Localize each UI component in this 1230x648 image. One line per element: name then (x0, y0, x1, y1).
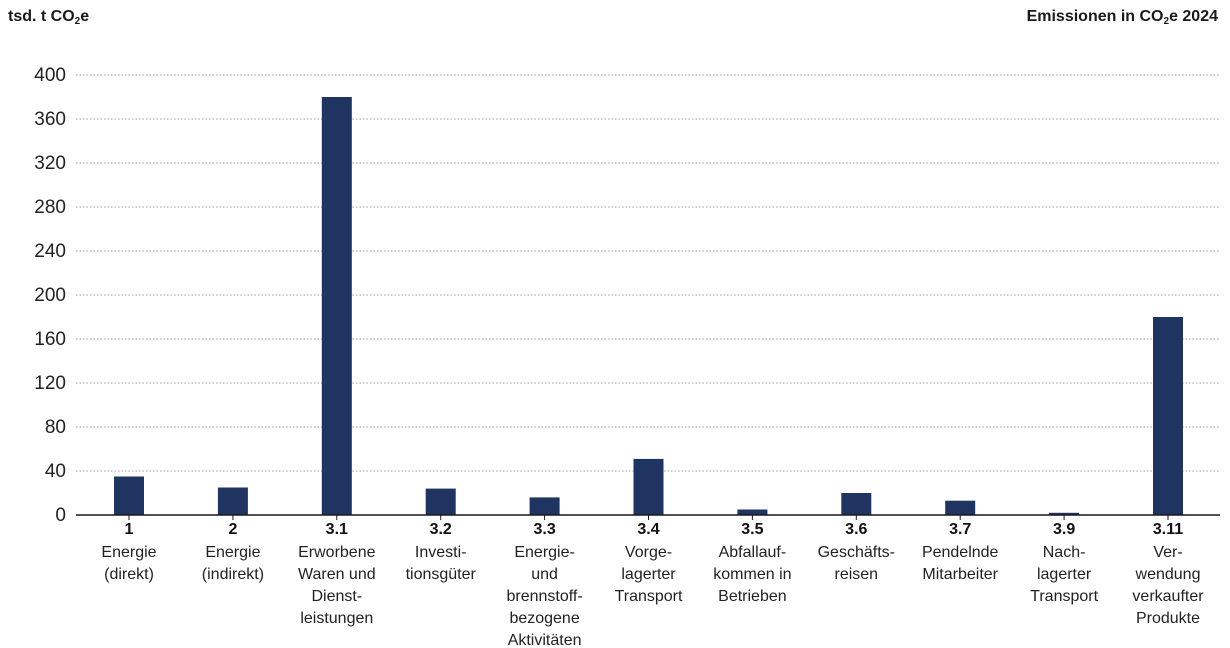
bar (425, 488, 456, 515)
bar (633, 458, 664, 515)
category-label-line: Nach- (1043, 544, 1086, 561)
y-unit-label: tsd. t CO2e (8, 8, 90, 27)
y-tick-label: 80 (45, 417, 66, 438)
chart-title: Emissionen in CO2e 2024 (1026, 8, 1218, 27)
category-code: 3.4 (637, 521, 659, 538)
category-label-line: kommen in (713, 566, 791, 583)
y-tick-label: 360 (34, 109, 66, 130)
category-label-line: Energie- (514, 544, 574, 561)
bar (1049, 512, 1080, 515)
category-code: 3.9 (1053, 521, 1075, 538)
y-tick-label: 120 (34, 373, 66, 394)
category-label-line: lagerter (1037, 566, 1092, 583)
category-label-line: Vorge- (625, 544, 672, 561)
bars (114, 97, 1183, 515)
category-label-line: Aktivitäten (508, 632, 582, 648)
bar (945, 500, 976, 515)
category-label-line: verkaufter (1132, 588, 1204, 605)
category-label-line: Mitarbeiter (922, 566, 998, 583)
category-code: 3.1 (326, 521, 348, 538)
category-label-line: Transport (615, 588, 683, 605)
category-code: 2 (228, 521, 237, 538)
gridlines (76, 74, 1220, 472)
category-label-line: Geschäfts- (818, 544, 895, 561)
y-tick-label: 400 (34, 65, 66, 86)
category-label-line: leistungen (300, 610, 373, 627)
category-label-line: reisen (835, 566, 879, 583)
bar (321, 97, 352, 515)
category-label-line: Pendelnde (922, 544, 999, 561)
y-tick-label: 200 (34, 285, 66, 306)
category-label-line: Betrieben (718, 588, 787, 605)
category-label-line: wendung (1135, 566, 1201, 583)
x-axis-labels: 1 Energie (direkt) 2 Energie (indirekt) 3.1 Erw… (101, 515, 1204, 648)
category-label-line: Waren und (298, 566, 376, 583)
category-code: 3.11 (1153, 521, 1183, 538)
category-label-line: Transport (1030, 588, 1098, 605)
category-code: 3.2 (430, 521, 452, 538)
y-tick-label: 320 (34, 153, 66, 174)
bar (1153, 317, 1183, 515)
bar (217, 487, 248, 515)
y-tick-label: 240 (34, 241, 66, 262)
y-tick-label: 0 (55, 505, 66, 526)
category-code: 1 (125, 521, 134, 538)
category-label-line: Erworbene (298, 544, 375, 561)
category-label-line: Dienst- (311, 588, 362, 605)
y-tick-label: 280 (34, 197, 66, 218)
category-label-line: Energie (205, 544, 260, 561)
category-label-line: tionsgüter (406, 566, 477, 583)
bar (114, 476, 144, 515)
category-code: 3.6 (845, 521, 867, 538)
category-label-line: und (531, 566, 558, 583)
category-code: 3.7 (949, 521, 971, 538)
category-code: 3.3 (533, 521, 555, 538)
category-label-line: lagerter (621, 566, 676, 583)
category-label-line: Energie (101, 544, 156, 561)
category-label-line: (indirekt) (202, 566, 264, 583)
y-tick-label: 160 (34, 329, 66, 350)
category-label-line: (direkt) (104, 566, 154, 583)
y-axis-ticks: 0 40 80 120 160 200 240 280 320 360 400 (34, 65, 66, 526)
category-label-line: Produkte (1136, 610, 1200, 627)
category-label-line: Ver- (1153, 544, 1182, 561)
category-label-line: bezogene (509, 610, 579, 627)
category-label-line: Abfallauf- (719, 544, 787, 561)
category-code: 3.5 (741, 521, 763, 538)
bar (529, 497, 560, 515)
bar (841, 493, 872, 515)
bar (737, 509, 768, 515)
y-tick-label: 40 (45, 461, 66, 482)
category-label-line: Investi- (415, 544, 467, 561)
category-label-line: brennstoff- (506, 588, 582, 605)
